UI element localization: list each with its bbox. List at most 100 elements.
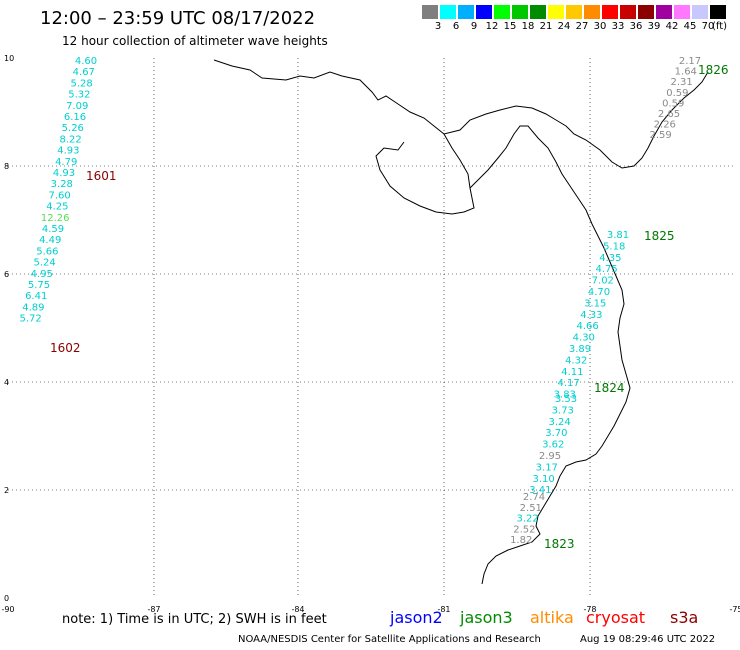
- x-tick-label: -87: [147, 605, 160, 614]
- wave-height-value: 3.81: [607, 230, 629, 241]
- x-tick-label: -81: [437, 605, 450, 614]
- track-1825: 3.815.184.354.757.024.703.154.334.664.30…: [554, 229, 675, 401]
- satellite-altika: altika: [530, 608, 574, 627]
- wave-height-value: 12.26: [41, 213, 70, 224]
- wave-height-value: 4.17: [557, 378, 579, 389]
- wave-height-value: 4.49: [39, 235, 61, 246]
- wave-height-value: 3.83: [554, 390, 576, 401]
- track-1602: 4.594.495.665.244.955.756.414.895.72 1602: [19, 224, 80, 355]
- wave-height-value: 0.59: [666, 88, 688, 99]
- scale-label: 33: [611, 21, 625, 32]
- scale-swatch: [692, 5, 708, 19]
- x-tick-label: -75: [729, 605, 740, 614]
- generated-timestamp: Aug 19 08:29:46 UTC 2022: [580, 634, 716, 645]
- track-time-label: 1826: [698, 63, 729, 77]
- scale-swatch: [476, 5, 492, 19]
- scale-label: 36: [629, 21, 643, 32]
- wave-height-value: 6.41: [25, 291, 47, 302]
- wave-height-value: 4.89: [22, 302, 44, 313]
- track-1601: 4.604.675.285.327.096.165.268.224.934.79…: [41, 56, 117, 224]
- wave-height-value: 2.51: [520, 503, 542, 514]
- wave-height-value: 1.82: [510, 535, 532, 546]
- y-tick-label: 0: [4, 594, 9, 603]
- wave-height-value: 3.24: [548, 417, 570, 428]
- wave-height-value: 5.75: [28, 280, 50, 291]
- wave-height-value: 5.24: [33, 258, 55, 269]
- coastline-west: [469, 125, 631, 585]
- wave-height-value: 3.62: [542, 440, 564, 451]
- x-tick-label: -78: [583, 605, 596, 614]
- wave-height-value: 3.22: [516, 514, 538, 525]
- scale-swatch: [656, 5, 672, 19]
- wave-height-value: 4.30: [573, 333, 595, 344]
- axis-tick-labels: -90 -87 -84 -81 -78 -75 0 2 4 6 8 10: [1, 54, 740, 614]
- wave-height-value: 3.70: [545, 428, 567, 439]
- scale-swatch: [548, 5, 564, 19]
- scale-label: 30: [593, 21, 607, 32]
- y-tick-label: 6: [4, 270, 9, 279]
- scale-label: 70: [701, 21, 715, 32]
- scale-swatch: [620, 5, 636, 19]
- scale-swatch: [422, 5, 438, 19]
- wave-height-value: 4.67: [73, 67, 95, 78]
- scale-swatch: [440, 5, 456, 19]
- track-1824: 3.533.733.243.703.622.953.173.103.41 1824: [529, 381, 624, 496]
- wave-height-value: 3.15: [584, 298, 606, 309]
- altimeter-tracks: 4.604.675.285.327.096.165.268.224.934.79…: [19, 56, 728, 551]
- track-1823: 2.742.513.222.521.82 1823: [510, 492, 574, 551]
- wave-height-value: 4.66: [576, 321, 598, 332]
- track-time-label: 1823: [544, 537, 575, 551]
- wave-height-value: 6.16: [64, 112, 86, 123]
- scale-swatch: [458, 5, 474, 19]
- scale-label: 45: [683, 21, 697, 32]
- wave-height-value: 4.32: [565, 355, 587, 366]
- wave-height-value: 1.64: [675, 67, 697, 78]
- scale-swatch: [584, 5, 600, 19]
- wave-height-value: 0.59: [662, 98, 684, 109]
- scale-swatch: [530, 5, 546, 19]
- wave-height-value: 4.79: [55, 157, 77, 168]
- wave-height-value: 7.60: [48, 190, 70, 201]
- wave-height-value: 4.33: [580, 310, 602, 321]
- wave-height-value: 5.18: [603, 241, 625, 252]
- scale-label: 24: [557, 21, 571, 32]
- wave-height-value: 3.53: [555, 394, 577, 405]
- satellite-cryosat: cryosat: [586, 608, 646, 627]
- wave-height-value: 4.93: [57, 146, 79, 157]
- scale-label: 27: [575, 21, 589, 32]
- track-time-label: 1825: [644, 229, 675, 243]
- wave-height-value: 4.93: [53, 168, 75, 179]
- x-tick-label: -90: [1, 605, 14, 614]
- scale-swatch: [602, 5, 618, 19]
- credit-text: NOAA/NESDIS Center for Satellite Applica…: [238, 634, 541, 645]
- track-time-label: 1601: [86, 169, 117, 183]
- scale-label: 3: [434, 21, 442, 32]
- wave-height-value: 4.11: [561, 367, 583, 378]
- wave-height-value: 2.31: [670, 77, 692, 88]
- wave-height-value: 2.95: [539, 451, 561, 462]
- scale-label: 18: [521, 21, 535, 32]
- satellite-jason2: jason2: [390, 608, 443, 627]
- y-tick-label: 10: [4, 54, 14, 63]
- wave-height-value: 5.32: [68, 90, 90, 101]
- wave-height-value: 4.59: [42, 224, 64, 235]
- scale-swatch: [512, 5, 528, 19]
- wave-height-value: 3.73: [552, 405, 574, 416]
- coastline: [213, 59, 709, 585]
- scale-swatch: [710, 5, 726, 19]
- wave-height-value: 4.95: [31, 269, 53, 280]
- wave-height-value: 4.60: [75, 56, 97, 67]
- wave-height-value: 5.72: [19, 314, 41, 325]
- satellite-jason3: jason3: [460, 608, 513, 627]
- scale-swatch: [494, 5, 510, 19]
- track-time-label: 1602: [50, 341, 81, 355]
- x-tick-label: -84: [291, 605, 304, 614]
- coastline-gulf: [375, 133, 475, 215]
- graticule-grid: [8, 58, 736, 598]
- scale-label: 15: [503, 21, 517, 32]
- map-title: 12:00 – 23:59 UTC 08/17/2022: [40, 8, 316, 29]
- wave-height-value: 3.17: [536, 462, 558, 473]
- wave-height-value: 2.26: [654, 120, 676, 131]
